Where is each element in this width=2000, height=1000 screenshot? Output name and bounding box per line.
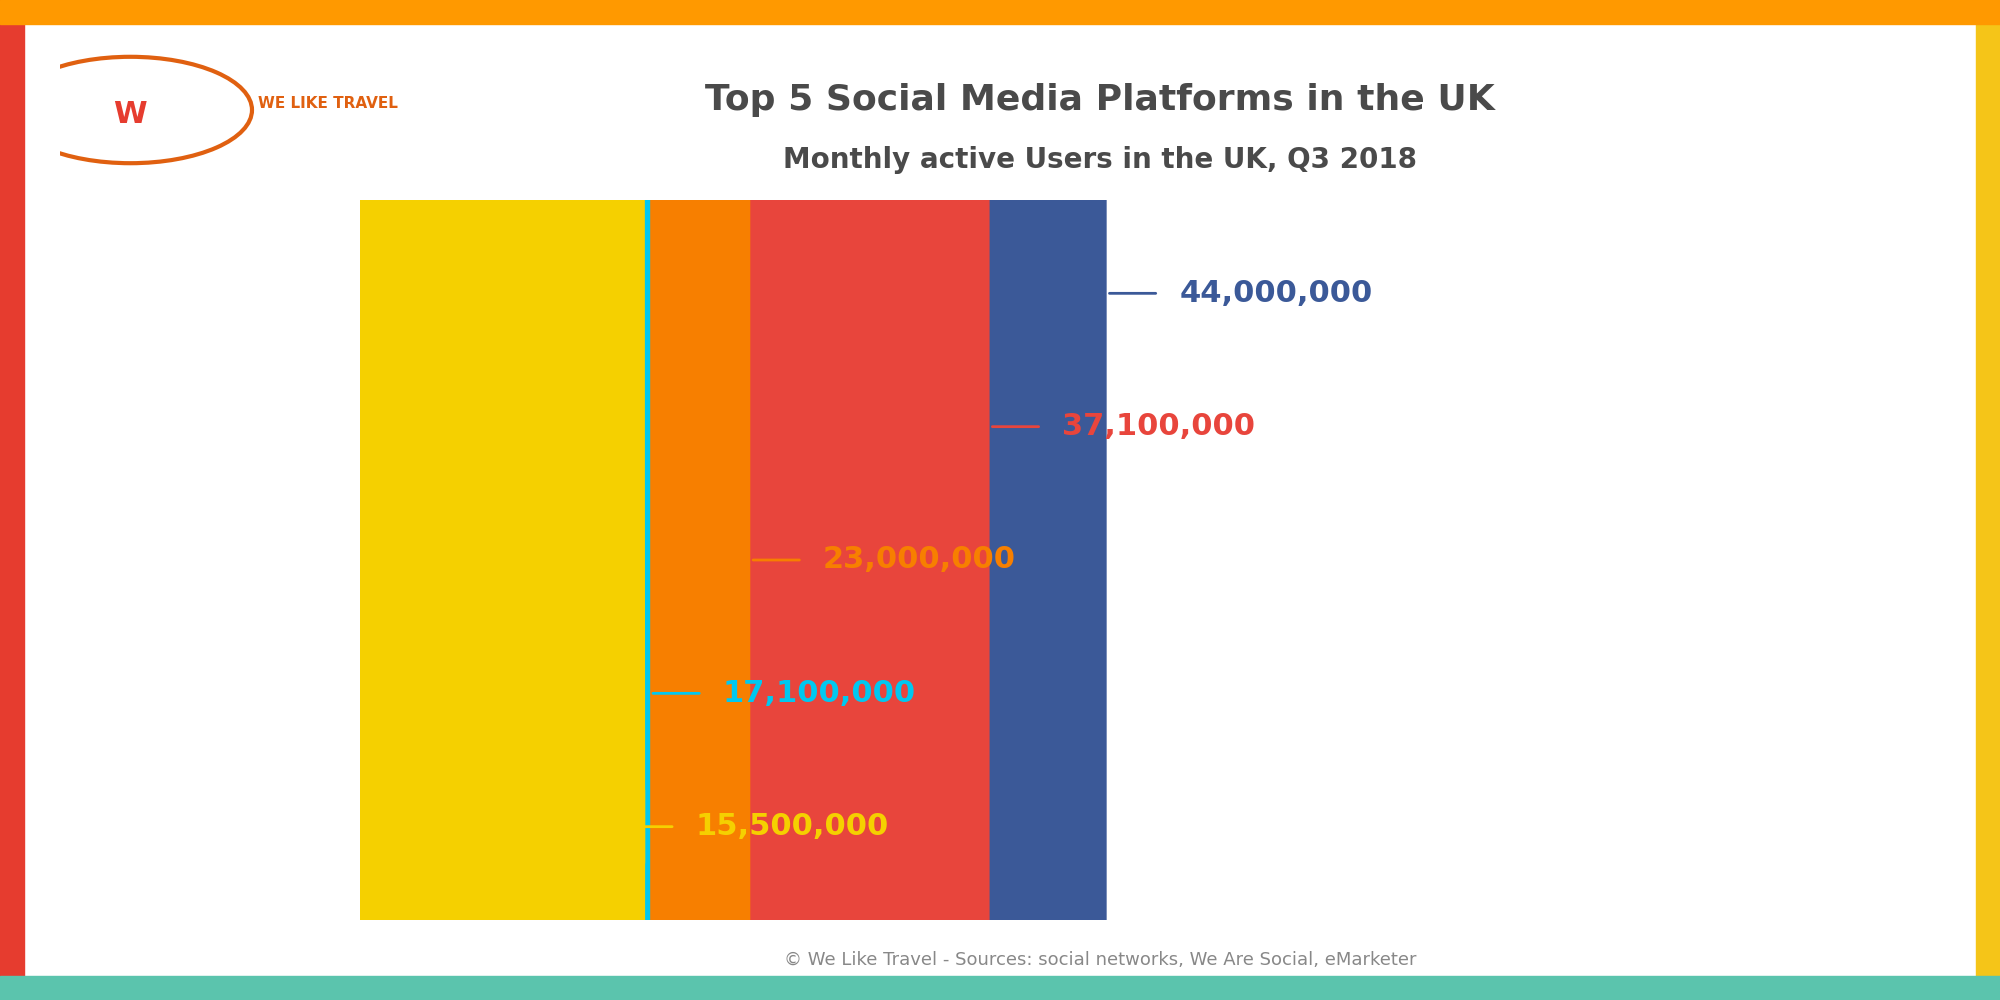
Text: 44,000,000: 44,000,000 (1180, 279, 1372, 308)
FancyBboxPatch shape (338, 0, 646, 1000)
Text: © We Like Travel - Sources: social networks, We Are Social, eMarketer: © We Like Travel - Sources: social netwo… (784, 951, 1416, 969)
Text: WE LIKE TRAVEL: WE LIKE TRAVEL (258, 96, 398, 110)
FancyBboxPatch shape (360, 0, 650, 1000)
FancyBboxPatch shape (360, 0, 750, 1000)
FancyBboxPatch shape (360, 0, 1106, 1000)
Text: 23,000,000: 23,000,000 (822, 546, 1016, 574)
Text: 17,100,000: 17,100,000 (722, 679, 916, 708)
FancyBboxPatch shape (196, 0, 244, 331)
Text: Top 5 Social Media Platforms in the UK: Top 5 Social Media Platforms in the UK (706, 83, 1494, 117)
FancyBboxPatch shape (196, 0, 244, 464)
Text: Monthly active Users in the UK, Q3 2018: Monthly active Users in the UK, Q3 2018 (784, 146, 1416, 174)
Text: W: W (114, 100, 148, 129)
FancyBboxPatch shape (196, 0, 244, 597)
FancyBboxPatch shape (196, 0, 244, 864)
FancyBboxPatch shape (196, 0, 244, 731)
Text: 37,100,000: 37,100,000 (1062, 412, 1256, 441)
Text: 15,500,000: 15,500,000 (696, 812, 888, 841)
FancyBboxPatch shape (360, 0, 990, 1000)
